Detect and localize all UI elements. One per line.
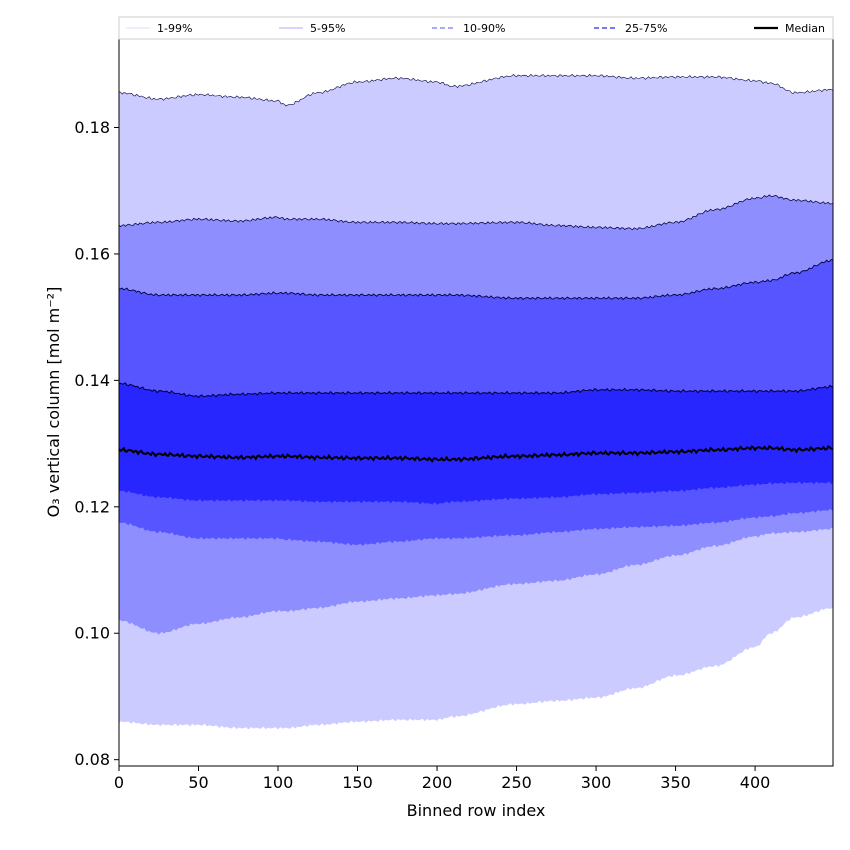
y-tick-label: 0.18 xyxy=(74,118,110,137)
x-tick-label: 100 xyxy=(263,773,294,792)
legend-label-2: 10-90% xyxy=(463,22,505,35)
band-2-upper-edge xyxy=(118,258,834,301)
y-tick-label: 0.16 xyxy=(74,244,110,263)
median-group xyxy=(118,444,834,463)
legend: 1-99% 5-95% 10-90% 25-75% Median xyxy=(118,16,834,40)
x-tick-label: 0 xyxy=(114,773,124,792)
x-tick-label: 150 xyxy=(342,773,373,792)
y-tick-label: 0.14 xyxy=(74,371,110,390)
x-tick-label: 400 xyxy=(740,773,771,792)
x-tick-label: 300 xyxy=(581,773,612,792)
band-3-upper-edge xyxy=(118,382,834,399)
x-tick-label: 200 xyxy=(422,773,453,792)
band-3-area xyxy=(119,382,833,505)
y-tick-label: 0.08 xyxy=(74,750,110,769)
band-0-upper-edge xyxy=(118,73,834,107)
x-axis: 0 50 100 150 200 250 300 350 400 xyxy=(114,766,770,792)
bands-group xyxy=(118,73,834,730)
x-tick-label: 50 xyxy=(188,773,208,792)
x-axis-label: Binned row index xyxy=(407,801,546,820)
x-tick-label: 250 xyxy=(501,773,532,792)
band-1-upper-edge xyxy=(118,194,834,231)
legend-label-4: Median xyxy=(785,22,825,35)
legend-label-1: 5-95% xyxy=(310,22,345,35)
median-line xyxy=(118,444,834,463)
legend-label-0: 1-99% xyxy=(157,22,192,35)
y-axis-label: O₃ vertical column [mol m⁻²] xyxy=(44,287,63,518)
legend-label-3: 25-75% xyxy=(625,22,667,35)
y-tick-label: 0.12 xyxy=(74,497,110,516)
legend-frame xyxy=(118,16,834,40)
x-tick-label: 350 xyxy=(660,773,691,792)
y-axis: 0.08 0.10 0.12 0.14 0.16 0.18 xyxy=(74,118,119,769)
y-tick-label: 0.10 xyxy=(74,624,110,643)
